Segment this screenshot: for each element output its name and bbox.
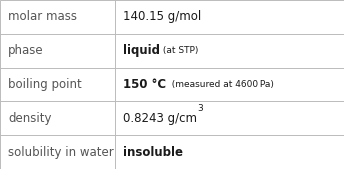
Text: 3: 3 (197, 104, 203, 113)
Text: liquid: liquid (123, 44, 160, 57)
Text: 150 °C: 150 °C (123, 78, 166, 91)
Text: boiling point: boiling point (8, 78, 82, 91)
Text: phase: phase (8, 44, 44, 57)
Text: (at STP): (at STP) (160, 46, 198, 55)
Text: molar mass: molar mass (8, 10, 77, 23)
Text: (measured at 4600 Pa): (measured at 4600 Pa) (166, 80, 274, 89)
Text: 0.8243 g/cm: 0.8243 g/cm (123, 112, 197, 125)
Text: 140.15 g/mol: 140.15 g/mol (123, 10, 201, 23)
Text: solubility in water: solubility in water (8, 146, 114, 159)
Text: density: density (8, 112, 52, 125)
Text: insoluble: insoluble (123, 146, 183, 159)
